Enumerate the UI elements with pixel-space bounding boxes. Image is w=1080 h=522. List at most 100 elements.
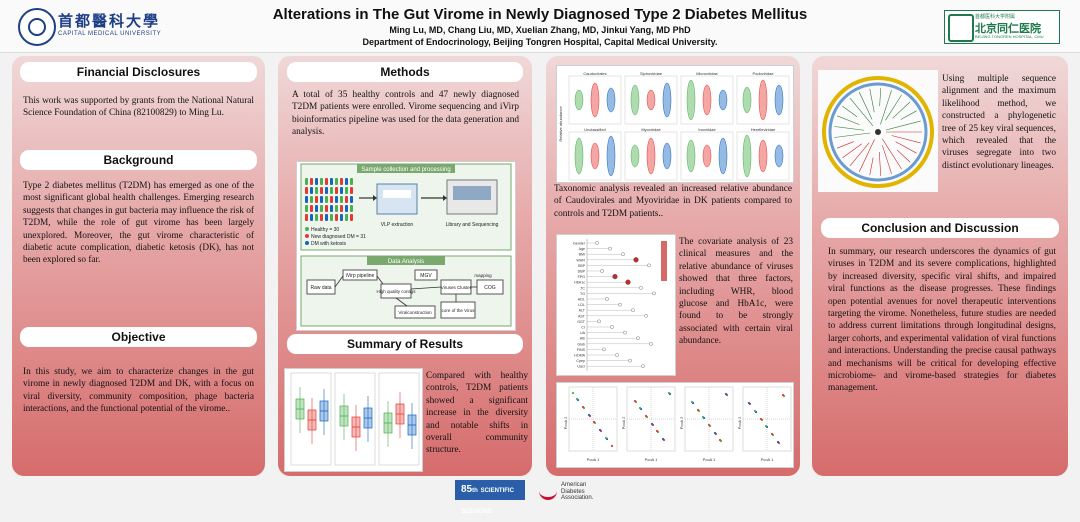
sample-tube (350, 205, 353, 212)
covariate-dot (649, 342, 653, 346)
methods-heading: Methods (287, 62, 523, 82)
phylo-branch (880, 90, 892, 125)
sample-tube (350, 178, 353, 185)
sample-tube (310, 205, 313, 212)
phylo-branch (900, 110, 917, 120)
objective-heading: Objective (20, 327, 257, 347)
sample-tube (325, 214, 328, 221)
phylo-branch (849, 142, 870, 167)
pcoa-point (696, 408, 700, 412)
covariate-dot (644, 314, 648, 318)
pcoa-point (759, 417, 763, 421)
poster-title: Alterations in The Gut Virome in Newly D… (272, 6, 808, 23)
covariate-label: LDL (578, 303, 585, 307)
logo-english-name: CAPITAL MEDICAL UNIVERSITY (58, 31, 162, 37)
pcoa-point (655, 429, 659, 433)
sample-tube (305, 196, 308, 203)
violin-shape (686, 79, 696, 121)
sample-tube (325, 196, 328, 203)
covariate-label: FPG (578, 275, 586, 279)
covariate-dot (628, 358, 632, 363)
violin-shape (758, 139, 768, 173)
sample-tube (315, 214, 318, 221)
phylo-branch (869, 88, 875, 113)
covariate-label: GGT (577, 320, 586, 324)
summary-of-results-text: Compared with healthy controls, T2DM pat… (426, 371, 528, 456)
violin-shape (662, 142, 672, 170)
sample-tube (345, 214, 348, 221)
violin-panel-title: Siphoviridae (640, 71, 663, 76)
pcoa-ylabel: PcoA 2 (621, 416, 626, 429)
sample-tube (325, 205, 328, 212)
violin-shape (574, 137, 584, 175)
taxa-ylabel: Relative abundance (558, 106, 563, 142)
phylo-branch (834, 126, 865, 131)
flow-line-3 (410, 286, 442, 290)
covariate-figure: Gender Age BMI WHR SBP DBP FPG HbA1c TC TG HDL LDL A… (556, 234, 676, 376)
pcoa-xlabel: PcoA 1 (703, 457, 716, 462)
sample-tube (340, 187, 343, 194)
sample-tube (345, 178, 348, 185)
sample-tube (340, 214, 343, 221)
violin-panel (736, 75, 790, 125)
sample-tube (310, 196, 313, 203)
pcoa-point (701, 415, 705, 419)
legend-dm: New diagnosed DM = 31 (311, 234, 366, 240)
taxonomy-text: Taxonomic analysis revealed an increased… (554, 184, 792, 219)
violin-shape (590, 82, 600, 118)
phylo-branch (891, 135, 921, 144)
sample-tube (305, 214, 308, 221)
sample-tube (345, 187, 348, 194)
pcoa-point (718, 438, 722, 442)
pcoa-point (571, 391, 575, 395)
arrow-head-sequencer (443, 195, 447, 201)
covariate-label: UA (580, 331, 586, 335)
covariate-label: BMI (579, 253, 585, 257)
logo-chinese-name: 首都醫科大學 (58, 12, 161, 30)
sample-tube (335, 214, 338, 221)
violin-panel (736, 131, 790, 181)
phylo-branch (858, 92, 873, 120)
phylo-branch (895, 141, 917, 154)
violin-shape (702, 84, 712, 116)
ada-line-2: Diabetes (561, 488, 585, 495)
violin-panel-title: Microviridae (696, 71, 718, 76)
sample-tube (320, 178, 323, 185)
diversity-boxplot-figure (284, 368, 423, 472)
pcoa-point (610, 444, 614, 448)
ada-line-3: Association. (561, 495, 594, 501)
poster-header: 首都醫科大學 CAPITAL MEDICAL UNIVERSITY Altera… (0, 0, 1080, 53)
tongren-hospital-logo: 首都医科大学附属 北京同仁医院 BEIJING TONGREN HOSPITAL… (944, 10, 1060, 44)
covariate-dot (610, 325, 614, 329)
sequencer-screen (453, 186, 491, 200)
covariate-dot (639, 286, 643, 290)
column-3-panel: Relative abundance Caudovirales Siphoviri… (546, 56, 800, 476)
phylo-inner-ring (828, 82, 928, 182)
mgv-node-label: MGV (420, 273, 432, 279)
phylo-branch (882, 138, 902, 170)
financial-disclosures-heading: Financial Disclosures (20, 62, 257, 82)
sample-tube (320, 196, 323, 203)
covariate-label: Gender (573, 242, 586, 246)
violin-shape (686, 139, 696, 173)
covariate-label: HOMA (574, 354, 585, 358)
sample-tube (350, 196, 353, 203)
covariate-dot (621, 252, 625, 257)
sessions-number: 85 (461, 484, 473, 495)
covariate-label: ALT (579, 309, 586, 313)
pcoa-point (598, 428, 602, 432)
phylo-branch (892, 101, 911, 119)
background-heading: Background (20, 150, 257, 170)
sample-tube (325, 187, 328, 194)
sample-tube (345, 196, 348, 203)
covariate-label: Uacr (577, 365, 585, 369)
cog-node-label: COG (484, 285, 496, 291)
sample-tube (315, 196, 318, 203)
sample-tube (315, 178, 318, 185)
pcoa-point (604, 436, 608, 440)
covariate-dot (595, 241, 599, 245)
covariate-dot (602, 347, 606, 352)
violin-panel-title: Unclassified (584, 127, 606, 132)
phylo-branch (885, 120, 921, 131)
covariate-label: Cpep (576, 359, 585, 363)
